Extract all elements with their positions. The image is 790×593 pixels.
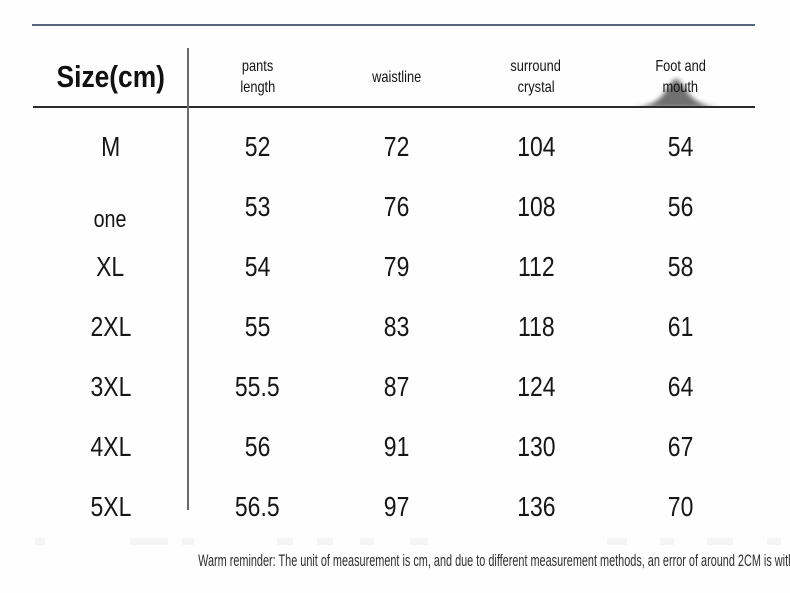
table-cell: 112 xyxy=(517,251,555,282)
table-cell: 56.5 xyxy=(235,491,280,522)
table-header-row: Size(cm) pants length waistline surround… xyxy=(33,48,755,108)
top-divider xyxy=(32,24,755,26)
table-title-text: Size(cm) xyxy=(56,59,165,94)
ghost-artifacts xyxy=(0,538,790,546)
table-cell: 97 xyxy=(383,491,410,522)
row-label: 2XL xyxy=(90,311,131,342)
table-cell: 58 xyxy=(667,251,694,282)
table-cell: 61 xyxy=(667,311,694,342)
table-cell: 72 xyxy=(383,131,410,162)
table-cell: 87 xyxy=(383,371,410,402)
table-cell: 56 xyxy=(667,191,694,222)
table-cell: 124 xyxy=(516,371,556,402)
table-cell: 118 xyxy=(517,311,555,342)
footer-note: Warm reminder: The unit of measurement i… xyxy=(0,551,790,571)
table-cell: 67 xyxy=(667,431,694,462)
table-cell: 52 xyxy=(244,131,271,162)
gray-mountain-artifact xyxy=(632,79,720,108)
table-cell: 55.5 xyxy=(235,371,280,402)
row-label: one xyxy=(94,206,127,233)
table-cell: 91 xyxy=(383,431,410,462)
vertical-divider xyxy=(187,48,189,510)
table-cell: 64 xyxy=(667,371,694,402)
row-label: 5XL xyxy=(90,491,131,522)
table-body: M 52 72 104 54 one 53 76 108 56 XL 54 79… xyxy=(33,108,755,537)
column-header-surround-crystal: surround crystal xyxy=(510,58,562,96)
row-label: 3XL xyxy=(90,371,131,402)
table-cell: 53 xyxy=(244,191,271,222)
table-cell: 104 xyxy=(516,131,556,162)
size-table: Size(cm) pants length waistline surround… xyxy=(33,48,755,537)
table-cell: 136 xyxy=(516,491,556,522)
footer-note-text: Warm reminder: The unit of measurement i… xyxy=(198,551,790,570)
row-label: M xyxy=(100,131,121,162)
row-label: 4XL xyxy=(90,431,131,462)
column-header-waistline: waistline xyxy=(371,68,422,86)
table-cell: 54 xyxy=(667,131,694,162)
table-cell: 76 xyxy=(383,191,410,222)
table-cell: 56 xyxy=(244,431,271,462)
column-header-pants-length: pants length xyxy=(240,58,275,96)
table-cell: 55 xyxy=(244,311,271,342)
column-header-foot-and-mouth: Foot and mouth xyxy=(655,58,706,96)
table-cell: 54 xyxy=(244,251,271,282)
table-cell: 130 xyxy=(516,431,556,462)
table-cell: 83 xyxy=(383,311,410,342)
row-label: XL xyxy=(96,251,125,282)
table-title: Size(cm) xyxy=(33,48,188,106)
table-cell: 108 xyxy=(516,191,556,222)
table-cell: 79 xyxy=(383,251,410,282)
table-cell: 70 xyxy=(667,491,694,522)
